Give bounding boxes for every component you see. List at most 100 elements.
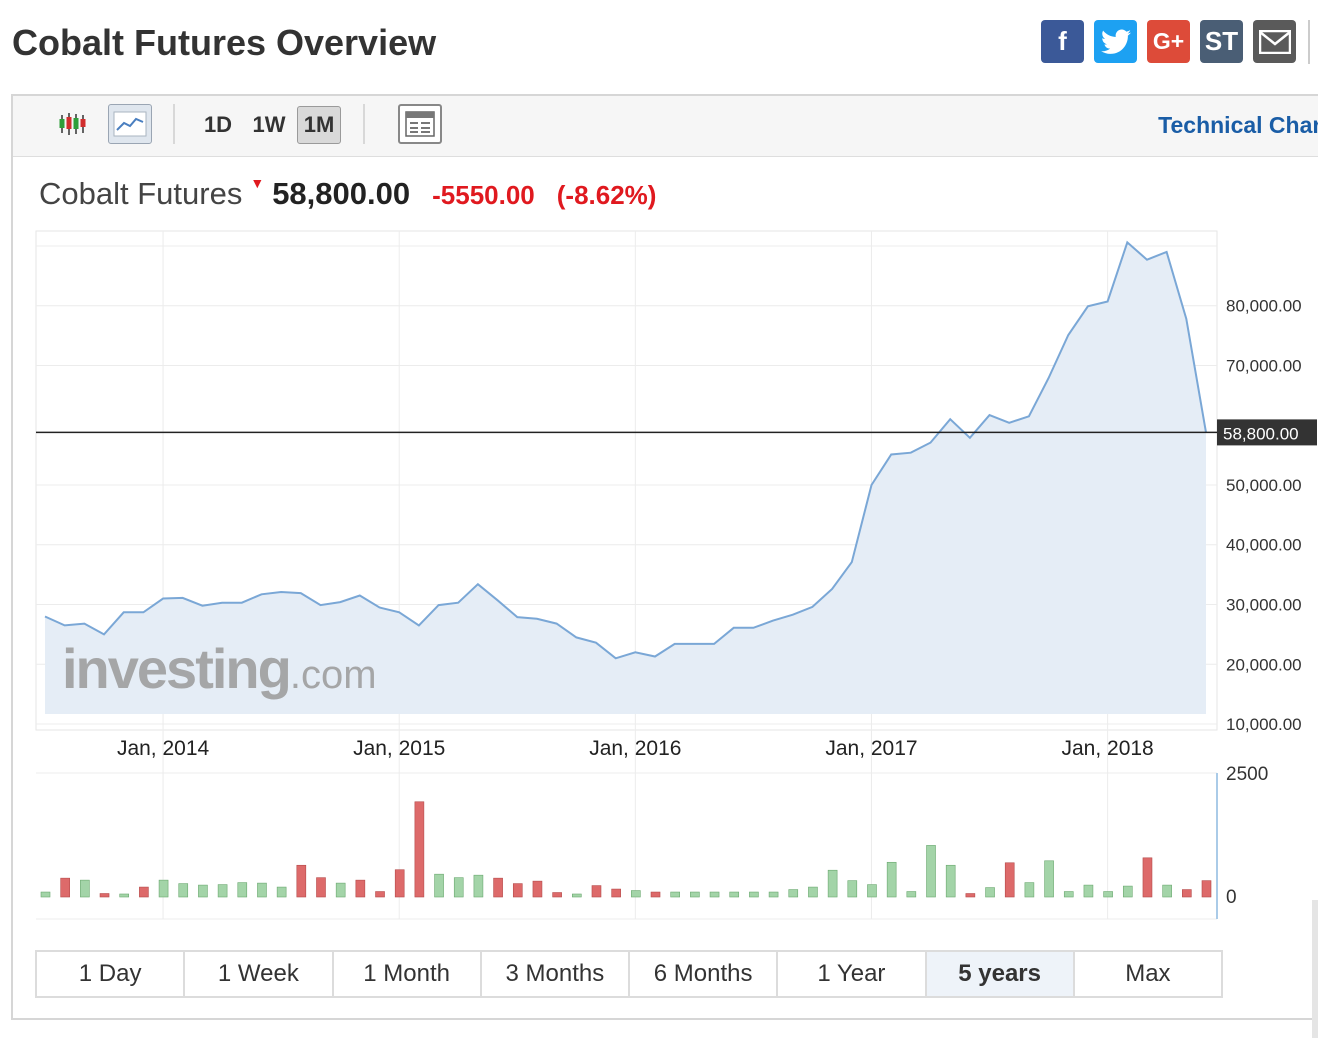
volume-bar <box>139 886 149 898</box>
volume-bar <box>709 891 720 898</box>
volume-bar <box>473 874 484 898</box>
toolbar-divider <box>363 104 365 144</box>
technical-chart-link[interactable]: Technical Chart <box>1158 112 1318 138</box>
volume-bar <box>414 801 425 898</box>
googleplus-share-button[interactable]: G+ <box>1147 20 1190 63</box>
volume-bar <box>355 879 366 898</box>
volume-bar <box>217 884 228 898</box>
volume-bar <box>985 887 995 898</box>
volume-bar <box>906 891 917 898</box>
toolbar-divider <box>173 104 175 144</box>
volume-bar <box>276 886 287 898</box>
candlestick-chart-button[interactable] <box>53 104 93 144</box>
volume-bar <box>591 885 602 898</box>
interval-1d-button[interactable]: 1D <box>203 112 233 137</box>
googleplus-icon: G+ <box>1152 28 1185 54</box>
range-button-1-day[interactable]: 1 Day <box>37 952 186 996</box>
stocktwits-share-button[interactable]: ST <box>1200 20 1243 63</box>
volume-bar <box>729 891 740 898</box>
volume-bar <box>1182 889 1192 898</box>
volume-tick-label: 2500 <box>1226 764 1268 785</box>
volume-bar <box>867 884 877 898</box>
chart-toolbar: 1D 1W 1M Technical Chart <box>13 96 1318 157</box>
chart-layout-button[interactable] <box>398 104 442 144</box>
y-tick-label: 10,000.00 <box>1226 715 1302 734</box>
x-tick-label: Jan, 2016 <box>589 737 681 760</box>
volume-bar <box>1044 860 1054 898</box>
page-title: Cobalt Futures Overview <box>12 22 437 63</box>
volume-bar <box>60 877 70 898</box>
range-button-5-years[interactable]: 5 years <box>926 952 1075 996</box>
price-area-fill <box>45 242 1206 714</box>
volume-bar <box>611 888 621 898</box>
price-line <box>44 240 1207 660</box>
share-divider <box>1308 20 1310 64</box>
volume-bar <box>119 893 130 898</box>
volume-bar <box>670 891 680 898</box>
volume-bar <box>945 864 956 898</box>
volume-bar <box>1122 885 1133 898</box>
last-price-marker <box>1217 419 1317 446</box>
stocktwits-icon: ST <box>1204 26 1239 56</box>
volume-tick-label: 0 <box>1226 887 1237 908</box>
last-price-label: 58,800.00 <box>1223 424 1299 443</box>
candlestick-chart-icon <box>59 113 86 135</box>
volume-bar <box>808 886 818 898</box>
volume-bar <box>965 893 976 898</box>
volume-bar <box>296 864 307 898</box>
volume-bar <box>40 891 51 898</box>
interval-1w-button[interactable]: 1W <box>252 112 286 137</box>
volume-bar <box>335 882 346 898</box>
volume-bar <box>80 879 90 898</box>
volume-bar <box>788 889 799 898</box>
share-bar: f G+ ST <box>1041 20 1296 63</box>
range-button-6-months[interactable]: 6 Months <box>630 952 779 996</box>
volume-bar <box>316 877 326 898</box>
price-change-percent: (-8.62%) <box>556 180 657 210</box>
x-tick-label: Jan, 2017 <box>825 737 917 760</box>
range-button-3-months[interactable]: 3 Months <box>482 952 630 996</box>
instrument-name: Cobalt Futures <box>39 176 243 211</box>
facebook-icon: f <box>1058 26 1067 56</box>
interval-1m-button[interactable]: 1M <box>297 106 341 144</box>
volume-bar <box>375 891 385 898</box>
volume-bar <box>493 877 503 898</box>
price-change: -5550.00 <box>432 180 535 210</box>
volume-bar <box>1083 884 1094 898</box>
volume-bar <box>434 873 444 898</box>
facebook-share-button[interactable]: f <box>1041 20 1084 63</box>
volume-bar <box>1162 884 1172 898</box>
last-price: 58,800.00 <box>272 176 411 211</box>
x-tick-label: Jan, 2015 <box>353 737 445 760</box>
volume-bar <box>552 892 562 898</box>
y-tick-label: 80,000.00 <box>1226 297 1302 316</box>
volume-bar <box>394 869 405 898</box>
volume-bar <box>1142 857 1153 898</box>
volume-bar <box>1201 880 1212 898</box>
volume-bar <box>768 891 779 898</box>
volume-bar <box>198 884 208 898</box>
volume-bar <box>749 891 759 898</box>
range-button-max[interactable]: Max <box>1125 960 1171 987</box>
twitter-share-button[interactable] <box>1094 20 1137 63</box>
scrollbar[interactable] <box>1312 900 1318 1038</box>
x-tick-label: Jan, 2018 <box>1061 737 1153 760</box>
chart-layout-icon <box>405 111 435 137</box>
range-button-1-month[interactable]: 1 Month <box>334 952 482 996</box>
range-button-1-week[interactable]: 1 Week <box>185 952 334 996</box>
y-tick-label: 30,000.00 <box>1226 596 1302 615</box>
twitter-icon <box>1100 29 1131 54</box>
volume-bar <box>650 891 661 898</box>
y-tick-label: 40,000.00 <box>1226 536 1302 555</box>
volume-bar <box>1103 891 1113 898</box>
email-share-button[interactable] <box>1253 20 1296 63</box>
volume-bar <box>178 883 189 898</box>
x-tick-label: Jan, 2014 <box>117 737 210 760</box>
range-button-1-year[interactable]: 1 Year <box>778 952 927 996</box>
down-arrow-icon: ▼ <box>250 175 265 191</box>
quote-header: Cobalt Futures ▼ 58,800.00 -5550.00 (-8.… <box>39 175 657 212</box>
investing-watermark: investing.com <box>62 637 377 700</box>
volume-bar <box>512 883 523 898</box>
line-chart-button[interactable] <box>108 104 152 144</box>
